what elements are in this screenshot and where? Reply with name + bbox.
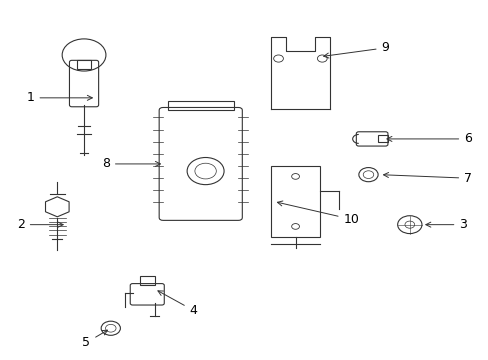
Text: 6: 6 xyxy=(386,132,471,145)
Text: 2: 2 xyxy=(17,218,63,231)
Text: 5: 5 xyxy=(82,330,107,349)
Text: 7: 7 xyxy=(383,172,471,185)
Text: 4: 4 xyxy=(158,291,197,317)
Text: 8: 8 xyxy=(102,157,160,170)
Text: 3: 3 xyxy=(425,218,466,231)
Text: 9: 9 xyxy=(323,41,388,58)
Text: 10: 10 xyxy=(277,201,359,226)
Text: 1: 1 xyxy=(26,91,92,104)
